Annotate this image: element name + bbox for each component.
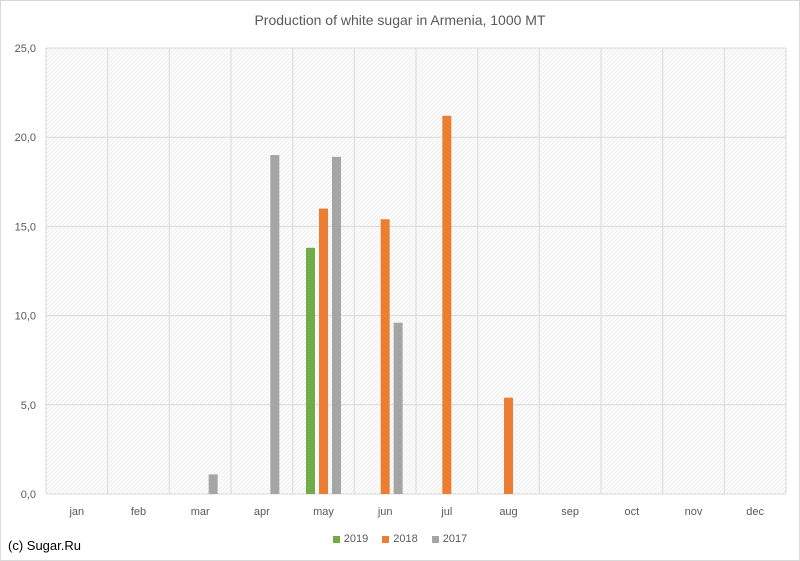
x-tick-label: jul [440,506,452,518]
y-tick-label: 5,0 [21,400,36,412]
legend-item-2017: 2017 [431,533,468,545]
y-tick-label: 10,0 [15,311,36,323]
x-tick-label: mar [191,506,210,518]
bar-2018-jul [442,115,452,495]
x-tick-label: sep [561,506,579,518]
bar-2018-aug [504,397,513,494]
legend-swatch [431,535,439,543]
legend-item-2019: 2019 [332,533,369,545]
legend: 2019 2018 2017 [0,533,800,545]
x-tick-label: jun [377,506,393,518]
x-tick-label: aug [499,506,517,518]
bar-2018-may [319,208,328,494]
bar-2017-mar [208,474,218,494]
credit-text: (c) Sugar.Ru [8,538,81,553]
x-tick-label: may [313,506,334,518]
x-tick-label: oct [624,506,639,518]
x-tick-label: feb [131,506,146,518]
chart-title: Production of white sugar in Armenia, 10… [254,12,546,28]
y-tick-label: 0,0 [21,489,36,501]
y-tick-label: 15,0 [15,221,36,233]
y-tick-label: 20,0 [15,132,36,144]
bar-2017-apr [270,155,280,495]
bars [208,115,513,495]
y-axis-ticks: 0,0 5,0 10,0 15,0 20,0 25,0 [15,43,36,501]
legend-item-2018: 2018 [382,533,418,545]
x-tick-label: jan [68,506,84,518]
legend-label: 2019 [343,533,369,545]
bar-2018-jun [380,219,390,494]
legend-label: 2017 [442,533,468,545]
x-axis-ticks: jan feb mar apr may jun jul aug sep oct nov dec [68,506,764,518]
legend-swatch [382,535,390,543]
x-tick-label: dec [746,506,764,518]
legend-swatch [332,535,340,543]
bar-2017-may [332,156,341,494]
x-tick-label: nov [685,506,703,518]
bar-2017-jun [393,322,403,494]
gridlines [45,47,787,495]
bar-2019-may [306,247,315,494]
legend-label: 2018 [393,533,418,545]
x-tick-label: apr [254,506,270,518]
y-tick-label: 25,0 [15,43,36,55]
